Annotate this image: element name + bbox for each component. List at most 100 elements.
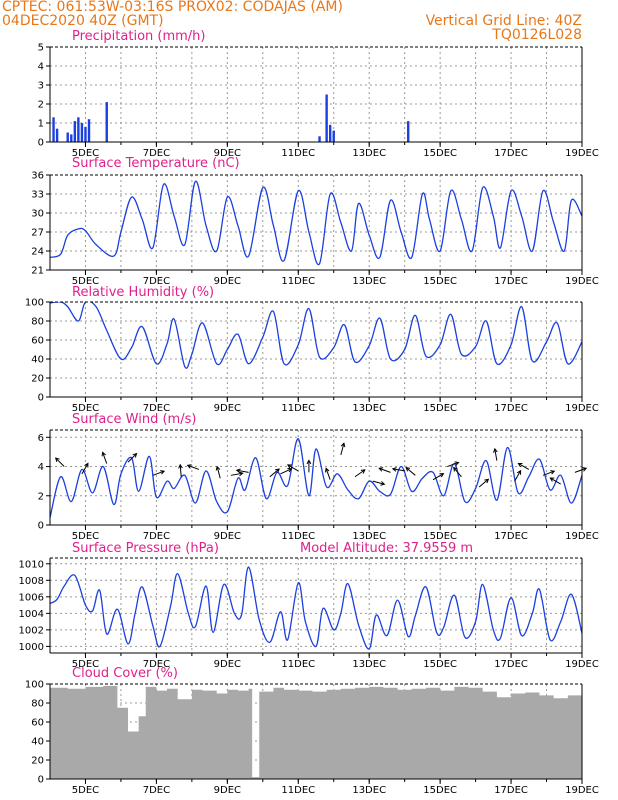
y-tick-label: 1 (38, 119, 44, 130)
x-tick-label: 13DEC (352, 659, 386, 670)
wind-arrow (187, 464, 200, 470)
wind-arrow (574, 467, 587, 473)
y-tick-label: 0 (38, 393, 44, 404)
x-tick-label: 19DEC (565, 148, 599, 159)
panel-title: Surface Temperature (nC) (72, 156, 240, 171)
precip-bar (77, 117, 80, 142)
y-tick-label: 3 (38, 81, 44, 92)
y-tick-label: 4 (38, 462, 44, 473)
x-tick-label: 7DEC (143, 659, 170, 670)
y-tick-label: 30 (31, 209, 44, 220)
x-tick-label: 11DEC (281, 785, 315, 796)
wind-arrow-head (380, 481, 386, 486)
header-model-id: TQ0126L028 (492, 27, 582, 43)
wind-arrow (478, 478, 489, 488)
x-tick-label: 7DEC (143, 785, 170, 796)
y-tick-label: 40 (31, 355, 44, 366)
x-tick-label: 19DEC (565, 785, 599, 796)
wind-arrow (230, 472, 243, 476)
x-tick-label: 15DEC (423, 785, 457, 796)
wind-arrow-head (550, 470, 556, 475)
wind-arrow (432, 473, 444, 481)
y-tick-label: 33 (31, 190, 44, 201)
x-tick-label: 15DEC (423, 531, 457, 542)
x-tick-label: 19DEC (565, 276, 599, 287)
wind-arrow (518, 463, 530, 470)
wind-arrow-head (286, 464, 292, 469)
x-tick-label: 17DEC (494, 785, 528, 796)
precip-bar (73, 121, 77, 142)
x-tick-label: 17DEC (494, 403, 528, 414)
panel-3: Surface Wind (m/s) 0 2 4 6 5DEC 7DEC 9DEC 11DEC 1… (38, 412, 599, 542)
panel-title: Cloud Cover (%) (72, 666, 178, 681)
y-tick-label: 1008 (19, 576, 44, 587)
wind-arrow-head (517, 462, 523, 468)
precip-bar (70, 134, 73, 142)
y-tick-label: 5 (38, 43, 44, 54)
wind-arrow (447, 461, 459, 468)
wind-arrow-head (324, 467, 330, 473)
precip-bar (407, 121, 410, 142)
x-tick-label: 5DEC (72, 785, 99, 796)
precip-bar (87, 119, 91, 142)
wind-arrow (127, 453, 137, 463)
y-tick-label: 2 (38, 491, 44, 502)
y-tick-label: 40 (31, 737, 44, 748)
wind-arrow (542, 470, 555, 476)
x-tick-label: 17DEC (494, 531, 528, 542)
y-tick-label: 1000 (19, 642, 44, 653)
series-line (50, 180, 582, 266)
x-tick-label: 17DEC (494, 148, 528, 159)
y-tick-label: 1010 (19, 559, 44, 570)
wind-arrow (354, 469, 366, 478)
panel-0: Precipitation (mm/h) 0 1 2 3 4 5 5DEC 7DEC 9DEC 11… (38, 29, 599, 159)
precip-bar (80, 123, 84, 142)
x-tick-label: 11DEC (281, 148, 315, 159)
wind-arrow-head (391, 467, 397, 472)
wind-arrow-head (306, 459, 312, 465)
precip-bar (84, 126, 87, 142)
cloud-cover-area (50, 685, 582, 779)
y-tick-label: 20 (31, 756, 44, 767)
y-tick-label: 0 (38, 521, 44, 532)
wind-arrow (392, 468, 405, 472)
wind-arrow (81, 463, 89, 475)
x-tick-label: 13DEC (352, 148, 386, 159)
wind-arrow-head (453, 466, 458, 472)
panel-5: Cloud Cover (%) 0 20 40 60 80 100 5DEC 7DEC 9DEC 1… (25, 666, 599, 796)
x-tick-label: 15DEC (423, 403, 457, 414)
x-tick-label: 7DEC (143, 148, 170, 159)
precip-bar (52, 117, 55, 142)
y-tick-label: 100 (25, 298, 44, 309)
header-vertical-grid-note: Vertical Grid Line: 40Z (425, 13, 582, 29)
panel-1: Surface Temperature (nC) 21 24 27 30 33 36 5DEC… (31, 156, 599, 287)
wind-arrow (325, 468, 331, 480)
x-tick-label: 19DEC (565, 531, 599, 542)
wind-arrow-head (54, 457, 60, 463)
wind-arrow-head (132, 452, 138, 458)
x-tick-label: 9DEC (214, 531, 241, 542)
x-tick-label: 7DEC (143, 403, 170, 414)
x-tick-label: 13DEC (352, 276, 386, 287)
wind-arrow-head (215, 465, 221, 471)
y-tick-label: 1006 (19, 592, 44, 603)
x-tick-label: 11DEC (281, 659, 315, 670)
precip-bar (55, 128, 59, 142)
panel-4: Surface Pressure (hPa) Model Altitude: 37… (19, 541, 599, 670)
wind-arrow (405, 467, 416, 476)
y-tick-label: 60 (31, 336, 44, 347)
y-tick-label: 2 (38, 100, 44, 111)
wind-arrow-head (516, 469, 522, 475)
x-tick-label: 13DEC (352, 403, 386, 414)
wind-arrow (550, 477, 561, 485)
y-tick-label: 21 (31, 266, 44, 277)
y-tick-label: 36 (31, 171, 44, 182)
wind-arrow (55, 457, 65, 467)
x-tick-label: 15DEC (423, 148, 457, 159)
x-tick-label: 11DEC (281, 531, 315, 542)
wind-arrow-head (454, 461, 460, 466)
wind-arrow-head (493, 447, 498, 453)
precip-bar (328, 124, 332, 142)
series-line (50, 438, 582, 518)
